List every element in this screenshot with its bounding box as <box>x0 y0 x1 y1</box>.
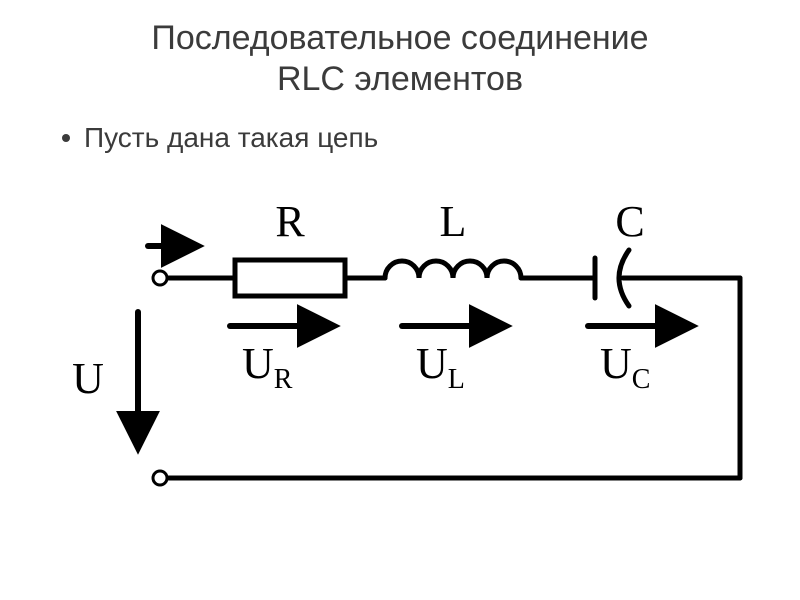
circuit-svg: R L C U UR UL UC <box>40 168 760 528</box>
svg-text:L: L <box>440 197 467 246</box>
svg-text:U: U <box>72 354 104 403</box>
svg-text:R: R <box>275 197 305 246</box>
svg-text:UC: UC <box>600 339 650 395</box>
bullet-row: Пусть дана такая цепь <box>0 100 800 154</box>
circuit-diagram: R L C U UR UL UC <box>0 168 800 528</box>
svg-text:UL: UL <box>416 339 465 395</box>
svg-text:UR: UR <box>242 339 293 395</box>
bullet-dot-icon <box>62 134 70 142</box>
title-line-2: RLC элементов <box>277 60 523 98</box>
bullet-text: Пусть дана такая цепь <box>84 122 378 154</box>
svg-text:C: C <box>615 197 644 246</box>
title-line-1: Последовательное соединение <box>151 19 648 57</box>
slide-title: Последовательное соединение RLC элементо… <box>0 0 800 100</box>
